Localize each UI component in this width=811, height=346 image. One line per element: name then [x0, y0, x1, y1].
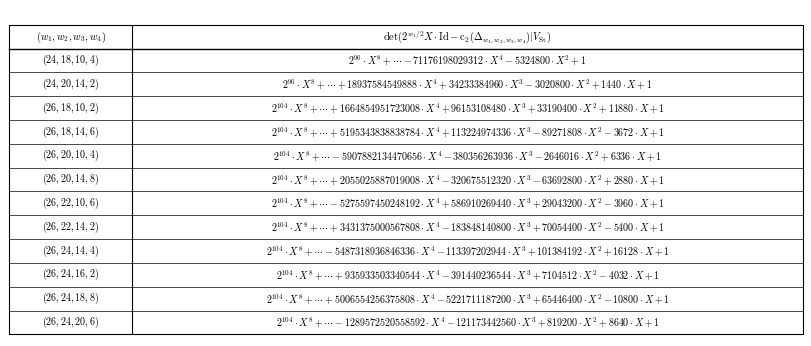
Text: $(26, 24, 14, 4)$: $(26, 24, 14, 4)$ [42, 243, 100, 259]
Text: $2^{104} \cdot X^8 + \cdots + 2055025887019008 \cdot X^4 - 320675512320 \cdot X^: $2^{104} \cdot X^8 + \cdots + 2055025887… [270, 173, 663, 186]
Text: $2^{104} \cdot X^8 + \cdots - 5487318936846336 \cdot X^4 - 113397202944 \cdot X^: $2^{104} \cdot X^8 + \cdots - 5487318936… [265, 244, 668, 258]
Text: $2^{104} \cdot X^8 + \cdots + 935933503340544 \cdot X^4 - 391440236544 \cdot X^3: $2^{104} \cdot X^8 + \cdots + 9359335033… [275, 268, 659, 282]
Text: $(26, 24, 20, 6)$: $(26, 24, 20, 6)$ [42, 315, 100, 330]
Text: $2^{104} \cdot X^8 + \cdots + 1664854951723008 \cdot X^4 + 96153108480 \cdot X^3: $2^{104} \cdot X^8 + \cdots + 1664854951… [270, 101, 663, 115]
Text: $(24, 20, 14, 2)$: $(24, 20, 14, 2)$ [42, 77, 100, 92]
Text: $2^{104} \cdot X^8 + \cdots + 5006554256375808 \cdot X^4 - 5221711187200 \cdot X: $2^{104} \cdot X^8 + \cdots + 5006554256… [265, 292, 668, 306]
Text: $2^{96} \cdot X^8 + \cdots + 18937584549888 \cdot X^4 + 34233384960 \cdot X^3 - : $2^{96} \cdot X^8 + \cdots + 18937584549… [282, 78, 652, 91]
Text: $(26, 20, 10, 4)$: $(26, 20, 10, 4)$ [42, 148, 100, 163]
Text: $\det(2^{w_1/2} X \cdot \mathrm{Id} - \mathrm{c}_2(\Delta_{w_1,w_2,w_3,w_4})|V_{: $\det(2^{w_1/2} X \cdot \mathrm{Id} - \m… [383, 29, 551, 45]
Text: $(26, 24, 18, 8)$: $(26, 24, 18, 8)$ [42, 291, 100, 306]
Text: $(26, 18, 14, 6)$: $(26, 18, 14, 6)$ [42, 124, 100, 140]
Text: $2^{104} \cdot X^8 + \cdots - 5907882134470656 \cdot X^4 - 380356263936 \cdot X^: $2^{104} \cdot X^8 + \cdots - 5907882134… [272, 149, 661, 163]
Text: $(26, 20, 14, 8)$: $(26, 20, 14, 8)$ [42, 172, 100, 187]
Text: $2^{104} \cdot X^8 + \cdots + 5195343838838784 \cdot X^4 + 113224974336 \cdot X^: $2^{104} \cdot X^8 + \cdots + 5195343838… [270, 125, 663, 139]
Text: $(26, 18, 10, 2)$: $(26, 18, 10, 2)$ [42, 100, 100, 116]
Text: $(w_1, w_2, w_3, w_4)$: $(w_1, w_2, w_3, w_4)$ [36, 29, 106, 45]
Text: $2^{104} \cdot X^8 + \cdots - 1289572520558592 \cdot X^4 - 121173442560 \cdot X^: $2^{104} \cdot X^8 + \cdots - 1289572520… [275, 316, 659, 329]
Text: $2^{104} \cdot X^8 + \cdots + 3431375000567808 \cdot X^4 - 183848140800 \cdot X^: $2^{104} \cdot X^8 + \cdots + 3431375000… [270, 220, 663, 234]
Text: $(24, 18, 10, 4)$: $(24, 18, 10, 4)$ [42, 53, 100, 68]
Text: $2^{104} \cdot X^8 + \cdots - 5275597450248192 \cdot X^4 + 586910269440 \cdot X^: $2^{104} \cdot X^8 + \cdots - 5275597450… [270, 197, 663, 210]
Text: $2^{96} \cdot X^8 + \cdots - 71176198029312 \cdot X^4 - 5324800 \cdot X^2 + 1$: $2^{96} \cdot X^8 + \cdots - 71176198029… [348, 54, 586, 67]
Text: $(26, 22, 14, 2)$: $(26, 22, 14, 2)$ [42, 219, 100, 235]
Text: $(26, 22, 10, 6)$: $(26, 22, 10, 6)$ [42, 196, 100, 211]
Text: $(26, 24, 16, 2)$: $(26, 24, 16, 2)$ [42, 267, 100, 282]
